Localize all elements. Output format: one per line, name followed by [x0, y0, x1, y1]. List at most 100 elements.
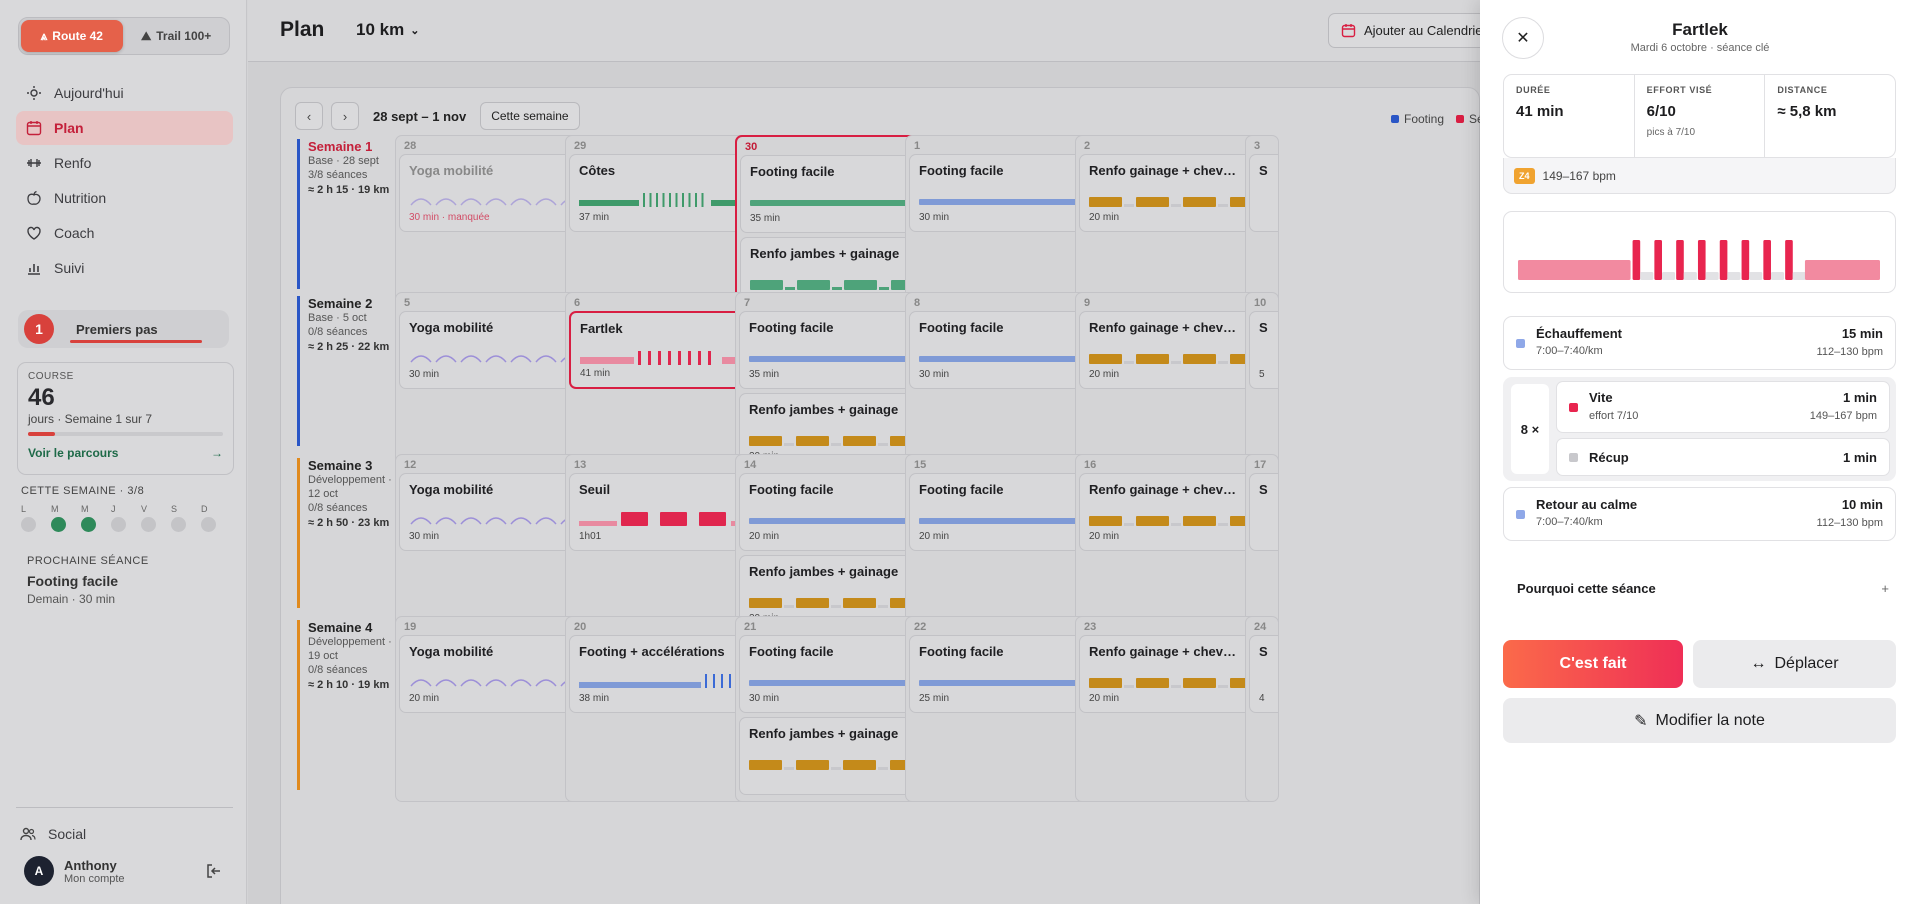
add-to-calendar-button[interactable]: Ajouter au Calendrier — [1328, 13, 1508, 48]
this-week-button[interactable]: Cette semaine — [480, 102, 580, 130]
sidebar-item-suivi[interactable]: Suivi — [16, 251, 233, 285]
logout-icon[interactable] — [205, 862, 223, 880]
profile-segment — [919, 518, 1093, 524]
session-profile-mini — [750, 200, 924, 206]
weekday: L — [21, 504, 51, 532]
step-title: Vite — [1589, 390, 1613, 405]
profile-segment — [648, 351, 651, 365]
weekday-letter: D — [201, 504, 208, 514]
step-fast[interactable]: Vite effort 7/10 1 min 149–167 bpm — [1556, 381, 1890, 433]
session-title: S — [1259, 320, 1268, 335]
profile-segment — [1171, 523, 1181, 526]
session-card[interactable]: Fartlek841 min — [569, 311, 763, 389]
mark-done-button[interactable]: C'est fait — [1503, 640, 1683, 688]
step-pace: effort 7/10 — [1589, 410, 1639, 422]
heart-icon — [27, 226, 41, 240]
people-icon — [20, 827, 36, 841]
session-card[interactable]: Yoga mobilité230 min — [399, 473, 593, 551]
edit-note-button[interactable]: ✎ Modifier la note — [1503, 698, 1896, 743]
session-card[interactable]: Yoga mobilité230 min — [399, 311, 593, 389]
switch-label: Trail 100+ — [156, 29, 212, 43]
session-card[interactable]: Côtes✓37 min — [569, 154, 763, 232]
profile-segment — [1218, 204, 1228, 207]
session-card[interactable]: Footing + accélérations438 min — [569, 635, 763, 713]
move-button[interactable]: ↔ Déplacer — [1693, 640, 1896, 688]
session-card[interactable]: S — [1249, 154, 1278, 232]
sidebar-item-aujourdhui[interactable]: Aujourd'hui — [16, 76, 233, 110]
session-card[interactable]: Footing facile330 min — [909, 154, 1103, 232]
session-stats: DURÉE 41 min EFFORT VISÉ 6/10 pics à 7/1… — [1503, 74, 1896, 158]
step-recover[interactable]: Récup 1 min — [1556, 438, 1890, 476]
session-card[interactable]: S — [1249, 473, 1278, 551]
add-to-calendar-label: Ajouter au Calendrier — [1364, 23, 1487, 38]
first-steps-card[interactable]: 1 Premiers pas — [18, 310, 229, 348]
legend-label: Footing — [1404, 112, 1445, 126]
sidebar-item-coach[interactable]: Coach — [16, 216, 233, 250]
session-card[interactable]: Yoga mobilité220 min — [399, 635, 593, 713]
next-week-button[interactable]: › — [331, 102, 359, 130]
step-cooldown[interactable]: Retour au calme 7:00–7:40/km 10 min 112–… — [1503, 487, 1896, 541]
switch-trail-100[interactable]: ⛰ Trail 100+ — [126, 20, 228, 52]
session-card[interactable]: Footing facile335 min — [739, 311, 933, 389]
session-card[interactable]: Renfo gainage + chevilles420 min — [1079, 473, 1273, 551]
fast-bar — [1763, 240, 1771, 280]
calendar-day-cell: 20 Footing + accélérations438 min — [565, 616, 767, 802]
session-duration: 35 min — [749, 369, 780, 380]
calendar-icon — [26, 121, 42, 136]
sidebar-item-renfo[interactable]: Renfo — [16, 146, 233, 180]
profile-segment — [879, 287, 889, 290]
sidebar-item-label: Coach — [54, 225, 95, 241]
session-card[interactable]: Footing facile330 min — [739, 635, 933, 713]
stat-value: ≈ 5,8 km — [1777, 103, 1837, 120]
session-card[interactable]: Footing facile320 min — [909, 473, 1103, 551]
view-course-link[interactable]: Voir le parcours → — [28, 446, 223, 460]
profile-segment — [1183, 678, 1216, 688]
session-card[interactable]: Renfo jambes + gainage4 — [739, 717, 933, 795]
session-card[interactable]: Renfo gainage + chevilles420 min — [1079, 311, 1273, 389]
session-card[interactable]: Footing facile320 min — [739, 473, 933, 551]
profile-segment — [579, 521, 617, 526]
week-name: Semaine 4 — [308, 620, 373, 635]
day-number: 8 — [914, 297, 921, 309]
session-profile-mini — [579, 512, 753, 526]
session-title: S — [1259, 644, 1268, 659]
profile-segment — [658, 351, 661, 365]
session-title: Footing facile — [919, 163, 1004, 178]
session-profile-mini — [410, 517, 582, 525]
close-button[interactable]: ✕ — [1502, 17, 1544, 59]
why-this-session[interactable]: Pourquoi cette séance + — [1517, 581, 1889, 596]
user-account[interactable]: A Anthony Mon compte — [16, 850, 233, 886]
week-count: 0/8 séances — [308, 664, 368, 676]
week-phase: Base · 28 sept — [308, 155, 379, 167]
top-bar: Plan 10 km ⌄ Ajouter au Calendrier — [248, 0, 1508, 62]
avatar: A — [24, 856, 54, 886]
distance-selector[interactable]: 10 km ⌄ — [356, 20, 419, 40]
session-profile-mini — [1089, 197, 1263, 207]
workout-profile-chart — [1518, 240, 1880, 280]
prev-week-button[interactable]: ‹ — [295, 102, 323, 130]
switch-route-42[interactable]: ⩓ Route 42 — [21, 20, 123, 52]
social-link[interactable]: Social — [16, 808, 233, 850]
profile-segment — [643, 193, 645, 207]
next-session[interactable]: PROCHAINE SÉANCE Footing facile Demain ·… — [27, 555, 227, 606]
step-warmup[interactable]: Échauffement 7:00–7:40/km 15 min 112–130… — [1503, 316, 1896, 370]
session-card[interactable]: Yoga mobilité230 min · manquée — [399, 154, 593, 232]
session-card[interactable]: Renfo gainage + chevilles420 min — [1079, 635, 1273, 713]
dumbbell-icon — [27, 159, 41, 167]
session-card[interactable]: Seuil71h01 — [569, 473, 763, 551]
stat-label: DISTANCE — [1777, 85, 1828, 95]
sidebar-item-nutrition[interactable]: Nutrition — [16, 181, 233, 215]
day-pending-dot — [21, 517, 36, 532]
session-card[interactable]: Renfo gainage + chevilles420 min — [1079, 154, 1273, 232]
weekday-letter: J — [111, 504, 116, 514]
session-card[interactable]: Footing facile325 min — [909, 635, 1103, 713]
day-number: 22 — [914, 621, 927, 633]
session-card[interactable]: Footing facile330 min — [909, 311, 1103, 389]
course-caption: COURSE — [28, 371, 74, 382]
sidebar-item-plan[interactable]: Plan — [16, 111, 233, 145]
session-profile-mini — [410, 198, 582, 206]
profile-segment — [1171, 685, 1181, 688]
